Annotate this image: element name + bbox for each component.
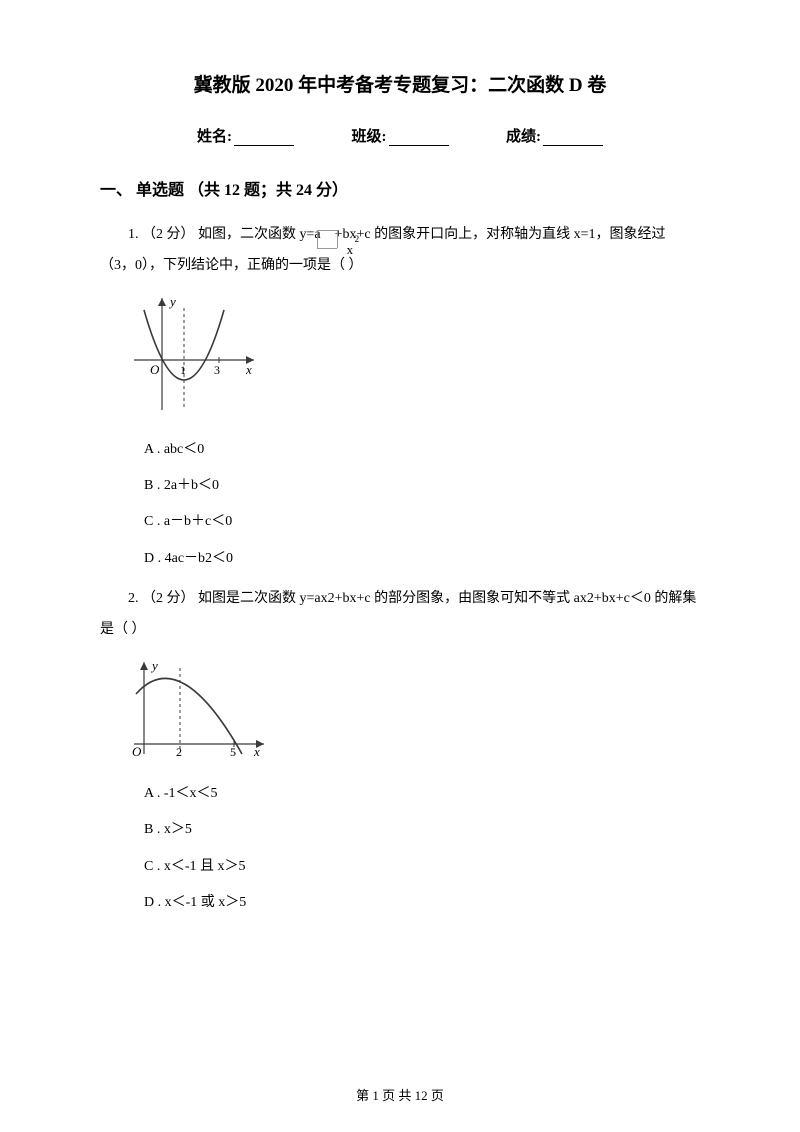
svg-text:y: y [168,294,176,309]
svg-text:2: 2 [176,745,182,759]
q1-text-pre: 1. （2 分） 如图，二次函数 y=a [128,227,321,242]
svg-text:O: O [132,744,142,759]
page-title: 冀教版 2020 年中考备考专题复习：二次函数 D 卷 [100,70,700,97]
score-label: 成绩: [506,129,541,145]
q2-option-b: B . x＞5 [144,819,700,841]
q1-option-d: D . 4ac－b2＜0 [144,548,700,570]
name-label: 姓名: [197,129,232,145]
svg-text:x: x [245,362,252,377]
q1-graph: x y O 1 3 [124,290,700,425]
svg-text:x: x [253,744,260,759]
q1-option-a: A . abc＜0 [144,439,700,461]
page-footer: 第 1 页 共 12 页 [0,1085,800,1104]
svg-text:5: 5 [230,745,236,759]
q2-graph: x y O 2 5 [124,654,700,769]
question-1-text: 1. （2 分） 如图，二次函数 y=ax2+bx+c 的图象开口向上，对称轴为… [100,220,700,282]
svg-text:y: y [150,658,158,673]
question-2-text: 2. （2 分） 如图是二次函数 y=ax2+bx+c 的部分图象，由图象可知不… [100,584,700,646]
class-label: 班级: [352,129,387,145]
class-blank [389,132,449,146]
q2-option-c: C . x＜-1 且 x＞5 [144,856,700,878]
section-heading: 一、 单选题 （共 12 题；共 24 分） [100,176,700,200]
q1-option-c: C . a－b＋c＜0 [144,511,700,533]
score-blank [543,132,603,146]
q2-option-d: D . x＜-1 或 x＞5 [144,892,700,914]
svg-text:3: 3 [214,363,220,377]
svg-text:O: O [150,362,160,377]
svg-text:1: 1 [180,363,186,377]
name-blank [234,132,294,146]
q2-option-a: A . -1＜x＜5 [144,783,700,805]
student-info-line: 姓名: 班级: 成绩: [100,125,700,146]
q1-option-b: B . 2a＋b＜0 [144,475,700,497]
